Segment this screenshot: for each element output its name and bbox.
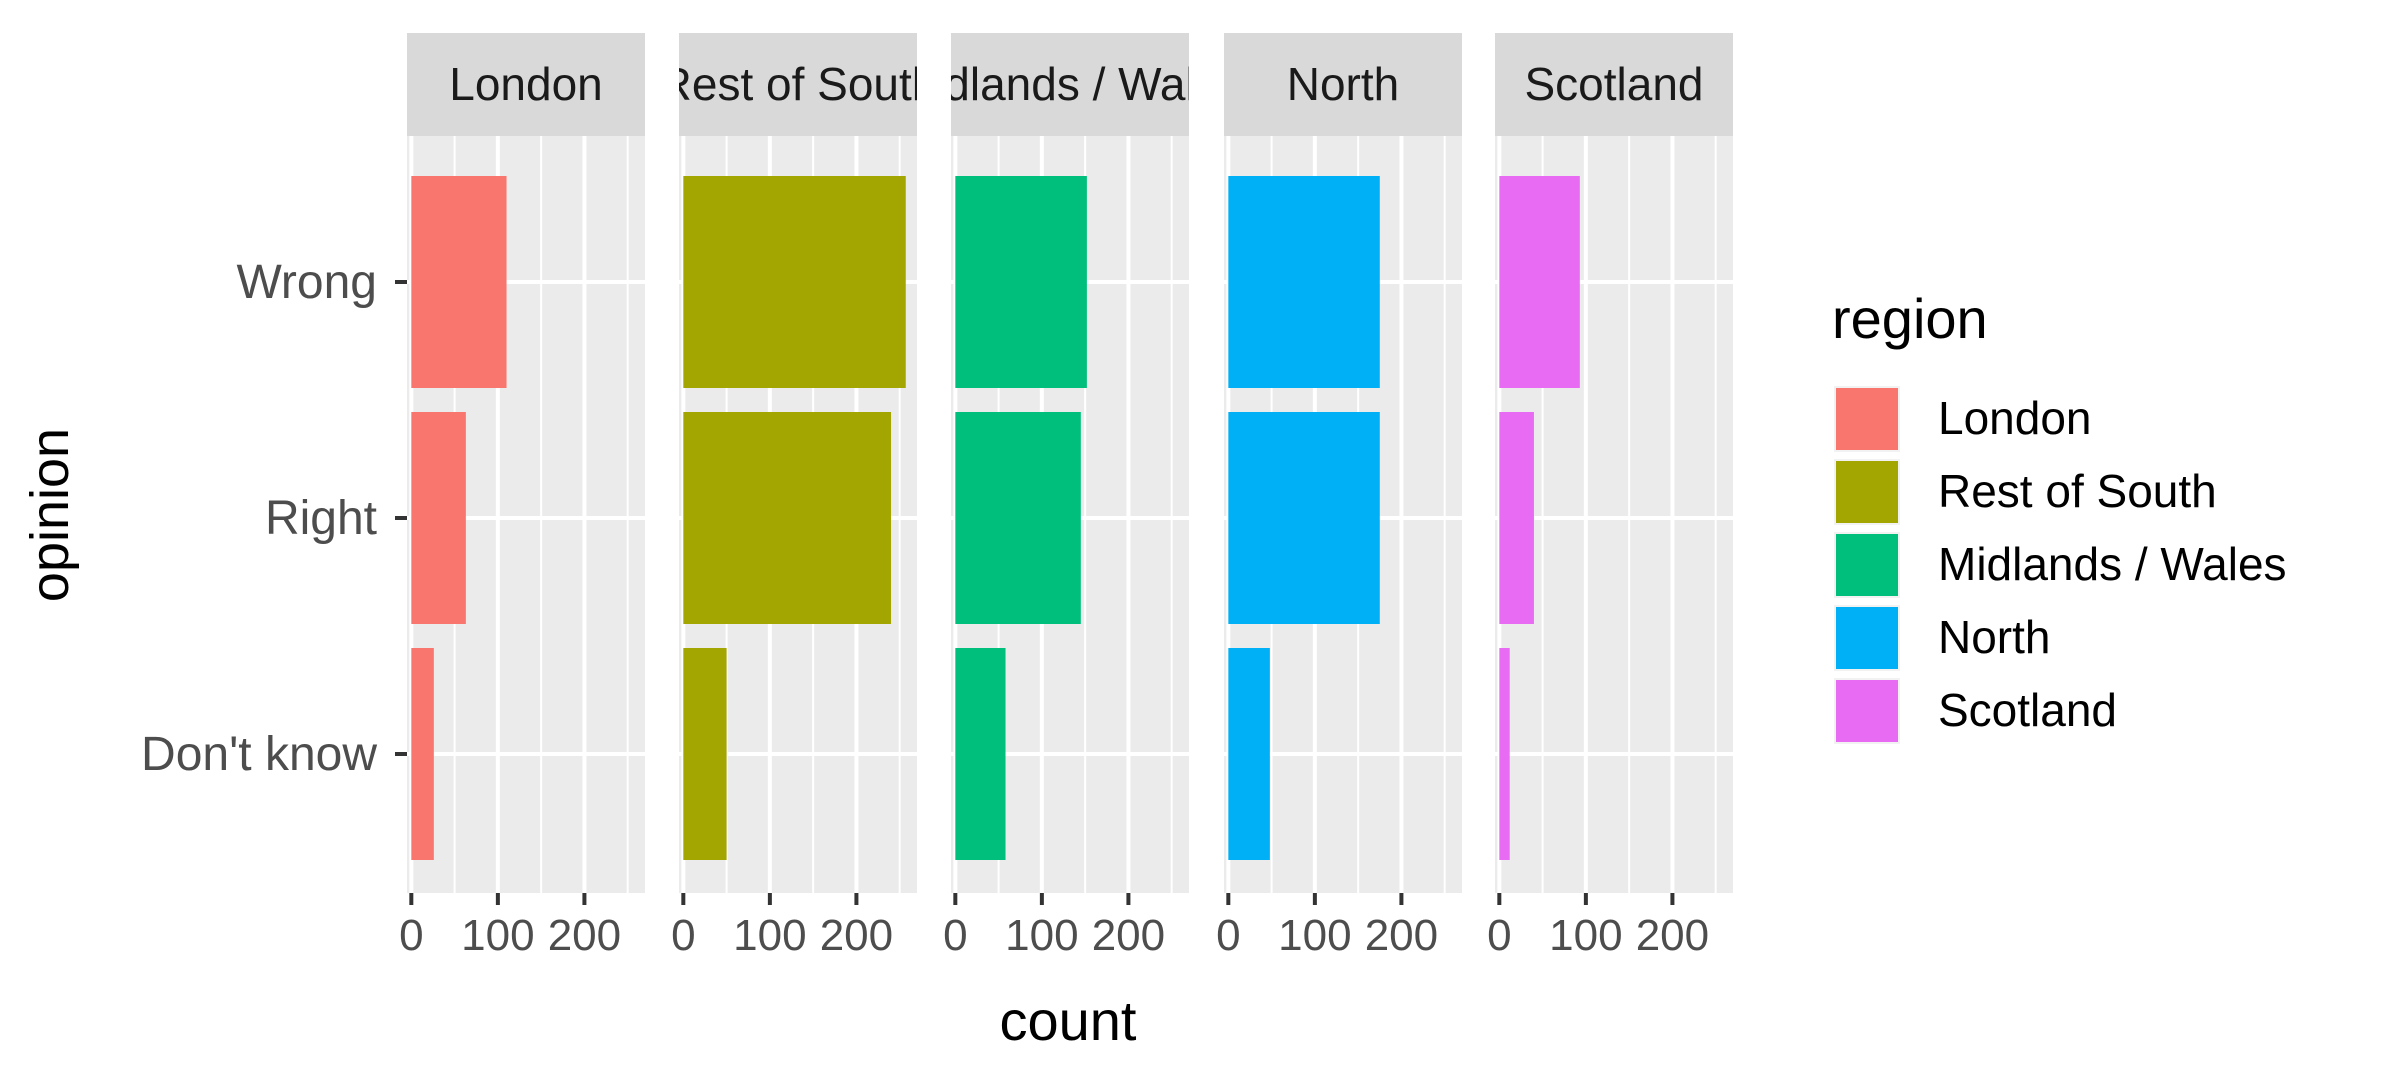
legend-items: London Rest of South Midlands / Wales North… (1834, 386, 2287, 744)
legend-item: Scotland (1834, 678, 2117, 744)
legend-label: Midlands / Wales (1938, 538, 2287, 590)
bar (411, 176, 507, 388)
legend-label: Rest of South (1938, 465, 2217, 517)
bar (1228, 648, 1270, 860)
facet-strip-label: Scotland (1524, 58, 1703, 110)
x-axis-title: count (1000, 989, 1137, 1052)
y-axis: Wrong Right Don't know (141, 256, 407, 781)
legend-item: North (1834, 605, 2050, 671)
legend-label: London (1938, 392, 2092, 444)
y-tick-label: Don't know (141, 728, 377, 781)
x-tick-label: 100 (1549, 911, 1622, 960)
legend-swatch (1836, 388, 1898, 450)
x-tick-label: 100 (461, 911, 534, 960)
legend-swatch (1836, 461, 1898, 523)
x-tick-label: 0 (1216, 911, 1240, 960)
x-tick-label: 200 (820, 911, 893, 960)
y-axis-title: opinion (20, 428, 80, 602)
x-tick-label: 100 (1005, 911, 1078, 960)
x-tick-label: 0 (671, 911, 695, 960)
legend-swatch (1836, 534, 1898, 596)
bar (1499, 176, 1580, 388)
facet-strip (679, 33, 917, 136)
facet-strip-label: London (449, 58, 603, 110)
legend-item: Midlands / Wales (1834, 532, 2287, 598)
facet-strip-label: North (1287, 58, 1399, 110)
x-tick-label: 100 (733, 911, 806, 960)
facet-strip-label: Rest of South (659, 58, 938, 110)
bar (1499, 648, 1510, 860)
legend-item: Rest of South (1834, 459, 2217, 525)
bar (683, 412, 892, 624)
legend-item: London (1834, 386, 2092, 452)
bar (683, 648, 727, 860)
legend-swatch (1836, 607, 1898, 669)
facet-strip (1224, 33, 1462, 136)
legend-swatch (1836, 680, 1898, 742)
x-tick-label: 0 (399, 911, 423, 960)
bar (1499, 412, 1534, 624)
facet-panel: London 0 100 200 (399, 33, 645, 960)
x-tick-label: 200 (548, 911, 621, 960)
legend-label: Scotland (1938, 684, 2117, 736)
x-tick-label: 200 (1636, 911, 1709, 960)
y-tick-label: Wrong (236, 256, 377, 309)
facet-strip (407, 33, 645, 136)
facet-panel: Scotland 0 100 200 (1487, 33, 1733, 960)
x-tick-label: 200 (1365, 911, 1438, 960)
bar (411, 648, 434, 860)
facet-strip (1495, 33, 1733, 136)
legend-label: North (1938, 611, 2050, 663)
x-tick-label: 0 (1487, 911, 1511, 960)
facet-panel: Midlands / Wales 0 100 200 (896, 33, 1245, 960)
bar (955, 176, 1087, 388)
facet-panel: North 0 100 200 (1216, 33, 1462, 960)
x-tick-label: 200 (1092, 911, 1165, 960)
bar (955, 412, 1081, 624)
bar (1228, 412, 1380, 624)
bar (411, 412, 466, 624)
bar (1228, 176, 1380, 388)
facet-panel: Rest of South 0 100 200 (659, 33, 938, 960)
bar (955, 648, 1006, 860)
facet-strip-label: Midlands / Wales (896, 58, 1245, 110)
x-tick-label: 100 (1278, 911, 1351, 960)
facet-strip (951, 33, 1189, 136)
legend-title: region (1832, 287, 1988, 350)
y-tick-label: Right (265, 492, 377, 545)
legend: region London Rest of South Midlands / Wal… (1832, 287, 2287, 744)
x-tick-label: 0 (943, 911, 967, 960)
bar (683, 176, 906, 388)
